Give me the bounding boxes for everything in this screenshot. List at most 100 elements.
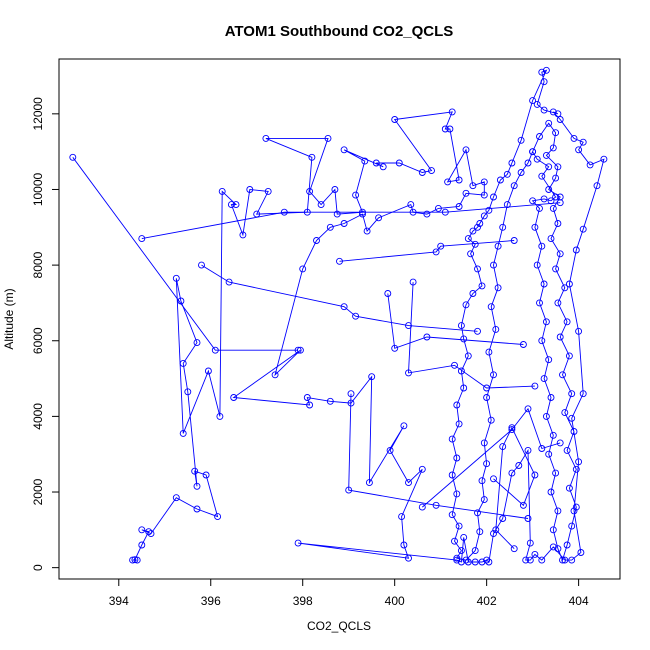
data-point (446, 125, 454, 133)
data-point (556, 116, 564, 123)
data-point (340, 220, 348, 227)
data-point (204, 367, 212, 375)
data-point (478, 477, 486, 485)
data-point (549, 543, 557, 551)
data-point (536, 133, 543, 140)
data-point (586, 161, 594, 169)
series-line (387, 293, 524, 349)
data-point (379, 163, 387, 171)
data-point (428, 167, 435, 175)
data-point (593, 182, 601, 190)
series-line (493, 426, 536, 550)
data-point (508, 424, 516, 432)
data-point (405, 479, 412, 487)
data-point (448, 471, 456, 479)
data-point (575, 458, 583, 466)
data-point (540, 195, 548, 203)
data-point (448, 435, 456, 443)
data-point (563, 318, 571, 326)
data-point (317, 201, 325, 209)
data-point (453, 554, 461, 562)
y-tick-label: 0 (31, 564, 45, 571)
data-point (462, 189, 470, 197)
data-point (559, 371, 566, 379)
data-point (455, 203, 463, 210)
data-point (515, 462, 523, 469)
data-point (368, 373, 376, 381)
data-point (352, 312, 360, 320)
data-point (572, 465, 580, 473)
data-point (565, 352, 573, 360)
data-point (556, 250, 564, 258)
data-point (545, 186, 553, 193)
data-point (391, 344, 399, 352)
data-point (471, 240, 479, 248)
data-point (469, 290, 477, 297)
data-point (568, 522, 576, 530)
data-point (538, 556, 546, 564)
data-point (474, 327, 481, 335)
data-point (474, 223, 481, 231)
data-point (538, 337, 546, 345)
x-tick-label: 402 (477, 594, 497, 608)
data-point (326, 223, 334, 231)
data-point (131, 556, 139, 564)
data-point (460, 533, 468, 541)
data-point (352, 191, 360, 199)
data-point (549, 144, 557, 152)
data-point (554, 507, 562, 515)
data-point (476, 220, 484, 227)
data-point (563, 541, 571, 549)
data-point (510, 182, 518, 190)
data-point (434, 204, 442, 212)
data-point (409, 208, 417, 216)
data-point (453, 556, 461, 564)
data-point (522, 556, 530, 564)
data-point (483, 384, 491, 392)
data-point (359, 208, 366, 216)
data-point (526, 556, 534, 564)
data-point (216, 412, 224, 420)
data-point (264, 187, 272, 195)
data-point (198, 261, 205, 269)
data-point (536, 204, 543, 212)
data-point (232, 201, 240, 209)
data-point (179, 429, 187, 437)
data-point (538, 445, 546, 452)
data-point (561, 556, 569, 564)
data-point (227, 201, 235, 209)
y-tick-label: 2000 (31, 478, 45, 505)
data-point (441, 208, 449, 216)
data-point (510, 237, 518, 244)
data-point (455, 176, 463, 184)
data-point (570, 428, 578, 435)
data-point (536, 299, 543, 307)
data-point (519, 501, 527, 509)
data-point (508, 469, 516, 477)
data-point (471, 558, 479, 566)
series-line (348, 393, 529, 519)
data-point (457, 322, 465, 330)
data-point (191, 467, 199, 475)
data-point (384, 290, 392, 297)
data-point (577, 549, 585, 556)
data-point (561, 409, 569, 417)
data-point (437, 242, 445, 250)
data-point (552, 193, 560, 201)
data-point (575, 327, 583, 335)
data-point (246, 186, 254, 193)
data-point (239, 231, 247, 239)
series-line (72, 157, 299, 351)
data-point (193, 482, 201, 490)
series-line (201, 264, 478, 332)
series-line (422, 407, 561, 508)
data-point (494, 242, 502, 250)
data-point (474, 509, 481, 517)
data-point (296, 346, 304, 354)
data-point (467, 250, 475, 258)
data-point (556, 439, 564, 447)
data-point (464, 235, 472, 243)
data-point (280, 208, 288, 216)
data-point (540, 280, 548, 288)
